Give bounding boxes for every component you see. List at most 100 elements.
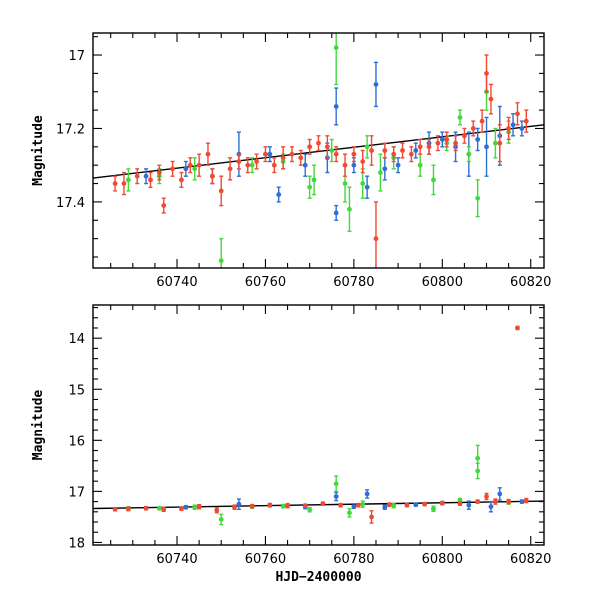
point-marker: [316, 140, 321, 146]
point-marker: [320, 501, 326, 507]
data-point: [276, 186, 282, 203]
data-point: [364, 135, 370, 159]
point-marker: [351, 151, 357, 157]
point-marker: [355, 502, 361, 508]
data-point: [417, 153, 423, 177]
point-marker: [125, 177, 131, 183]
data-point: [506, 498, 512, 505]
data-point: [316, 135, 321, 152]
data-point: [391, 146, 397, 163]
point-marker: [515, 325, 520, 331]
y-tick-label: 17: [68, 49, 85, 64]
point-marker: [391, 151, 397, 157]
data-point: [439, 500, 445, 506]
data-point: [413, 142, 419, 159]
data-area: [93, 325, 544, 526]
data-point: [497, 487, 503, 501]
plot-frame: [92, 304, 545, 546]
point-marker: [382, 166, 388, 172]
point-marker: [289, 151, 295, 157]
point-marker: [342, 162, 348, 168]
plot-frame: [92, 32, 545, 269]
point-marker: [347, 510, 352, 516]
point-marker: [417, 144, 423, 150]
data-point: [492, 498, 498, 505]
data-point: [170, 160, 175, 177]
data-point: [112, 506, 118, 512]
data-point: [280, 503, 286, 509]
series-1: [125, 444, 512, 526]
data-point: [125, 168, 131, 192]
y-axis-title: Magnitude: [31, 390, 46, 461]
data-point: [333, 146, 339, 163]
x-tick-label: 60740: [156, 275, 197, 290]
point-marker: [417, 162, 423, 168]
data-point: [470, 120, 476, 137]
point-marker: [457, 501, 463, 507]
y-axis-title: Magnitude: [31, 115, 46, 186]
point-marker: [475, 455, 481, 461]
point-marker: [218, 258, 224, 264]
point-marker: [156, 505, 162, 511]
point-marker: [333, 45, 339, 51]
data-point: [333, 33, 339, 86]
point-marker: [161, 506, 167, 512]
data-point: [391, 502, 397, 509]
point-marker: [369, 148, 374, 153]
data-point: [364, 175, 370, 199]
data-point: [453, 135, 458, 152]
point-marker: [382, 148, 388, 153]
data-point: [298, 149, 304, 166]
point-marker: [179, 177, 184, 183]
series-1: [125, 33, 512, 268]
data-point: [369, 135, 374, 166]
point-marker: [457, 497, 463, 503]
point-marker: [311, 177, 317, 183]
point-marker: [351, 504, 357, 510]
point-marker: [391, 503, 397, 509]
data-point: [227, 157, 233, 181]
data-point: [302, 153, 308, 177]
point-marker: [475, 137, 481, 142]
point-marker: [479, 118, 485, 124]
point-marker: [435, 140, 441, 146]
data-point: [249, 503, 255, 509]
point-marker: [360, 501, 366, 507]
point-marker: [523, 118, 529, 124]
point-marker: [413, 502, 419, 508]
data-point: [519, 499, 525, 504]
data-point: [183, 504, 189, 510]
data-point: [187, 157, 193, 174]
data-point: [329, 138, 335, 163]
data-point: [249, 157, 255, 174]
data-point: [267, 146, 273, 163]
data-point: [218, 175, 224, 207]
point-marker: [267, 502, 273, 508]
data-point: [196, 503, 202, 510]
point-marker: [205, 151, 211, 157]
point-marker: [187, 162, 193, 168]
top-panel: 60740 60760 60780 60800 60820 17 17.2 17.4 Magni…: [31, 32, 551, 290]
point-marker: [506, 126, 512, 131]
point-marker: [342, 181, 348, 186]
data-point: [134, 168, 140, 185]
point-marker: [196, 504, 202, 510]
data-point: [347, 508, 352, 518]
data-point: [209, 168, 215, 185]
point-marker: [400, 148, 405, 153]
point-marker: [404, 502, 410, 508]
data-point: [311, 164, 317, 196]
data-point: [497, 124, 503, 163]
point-marker: [333, 494, 339, 499]
point-marker: [351, 162, 357, 168]
data-point: [364, 489, 370, 499]
point-marker: [422, 501, 428, 507]
point-marker: [431, 506, 436, 512]
point-marker: [192, 166, 198, 172]
data-point: [333, 204, 339, 221]
data-point: [360, 149, 366, 174]
point-marker: [395, 162, 401, 168]
point-marker: [466, 502, 472, 508]
point-marker: [307, 184, 313, 190]
